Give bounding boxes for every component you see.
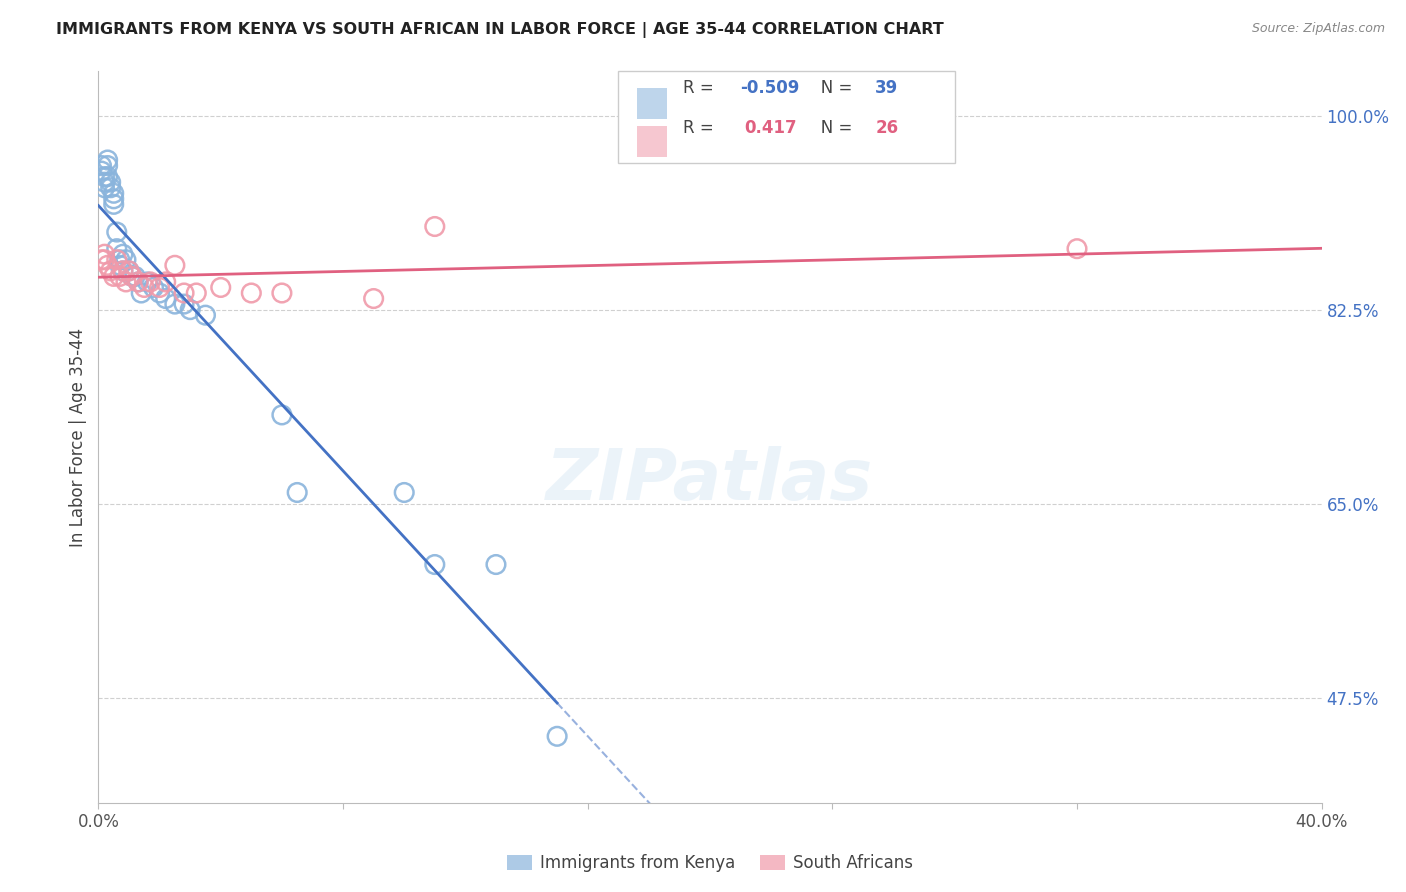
Text: ZIPatlas: ZIPatlas — [547, 447, 873, 516]
Point — [97, 258, 120, 272]
Point — [111, 264, 134, 278]
Bar — [637, 88, 668, 119]
Text: R =: R = — [683, 119, 724, 136]
Text: -0.509: -0.509 — [741, 79, 800, 97]
Point — [149, 280, 172, 294]
Text: N =: N = — [806, 79, 858, 97]
Point — [105, 252, 128, 267]
Point — [93, 180, 115, 194]
Point — [129, 285, 152, 300]
Point — [179, 302, 201, 317]
Point — [155, 275, 177, 289]
Point — [121, 269, 143, 284]
FancyBboxPatch shape — [619, 71, 955, 162]
Point — [546, 729, 568, 743]
Point — [163, 258, 186, 272]
Point — [90, 159, 112, 173]
Point — [240, 285, 263, 300]
Point — [93, 169, 115, 184]
Y-axis label: In Labor Force | Age 35-44: In Labor Force | Age 35-44 — [69, 327, 87, 547]
Point — [118, 264, 141, 278]
Text: 0.417: 0.417 — [744, 119, 797, 136]
Point — [285, 485, 308, 500]
Bar — [637, 126, 668, 157]
Point — [108, 252, 131, 267]
Text: 39: 39 — [875, 79, 898, 97]
Point — [100, 264, 122, 278]
Point — [1066, 242, 1088, 256]
Point — [149, 285, 172, 300]
Point — [173, 285, 195, 300]
Point — [127, 275, 149, 289]
Point — [163, 297, 186, 311]
Point — [115, 252, 138, 267]
Point — [209, 280, 232, 294]
Point — [270, 408, 292, 422]
Point — [105, 225, 128, 239]
Point — [127, 275, 149, 289]
Point — [100, 175, 122, 189]
Point — [105, 242, 128, 256]
Point — [423, 558, 446, 572]
Point — [103, 192, 125, 206]
Point — [93, 247, 115, 261]
Point — [97, 169, 120, 184]
Point — [363, 292, 385, 306]
Point — [423, 219, 446, 234]
Text: IMMIGRANTS FROM KENYA VS SOUTH AFRICAN IN LABOR FORCE | AGE 35-44 CORRELATION CH: IMMIGRANTS FROM KENYA VS SOUTH AFRICAN I… — [56, 22, 943, 38]
Point — [100, 180, 122, 194]
Point — [90, 164, 112, 178]
Point — [155, 292, 177, 306]
Point — [93, 175, 115, 189]
Point — [93, 252, 115, 267]
Point — [115, 275, 138, 289]
Legend: Immigrants from Kenya, South Africans: Immigrants from Kenya, South Africans — [501, 847, 920, 879]
Point — [118, 264, 141, 278]
Point — [121, 269, 143, 284]
Point — [270, 285, 292, 300]
Point — [111, 247, 134, 261]
Point — [139, 275, 162, 289]
Point — [194, 308, 217, 322]
Text: N =: N = — [806, 119, 858, 136]
Point — [90, 252, 112, 267]
Point — [485, 558, 508, 572]
Point — [392, 485, 416, 500]
Text: 26: 26 — [875, 119, 898, 136]
Point — [97, 159, 120, 173]
Point — [103, 269, 125, 284]
Point — [142, 280, 165, 294]
Point — [186, 285, 208, 300]
Point — [103, 197, 125, 211]
Point — [134, 280, 156, 294]
Text: Source: ZipAtlas.com: Source: ZipAtlas.com — [1251, 22, 1385, 36]
Point — [103, 186, 125, 201]
Text: R =: R = — [683, 79, 718, 97]
Point — [108, 258, 131, 272]
Point — [111, 264, 134, 278]
Point — [108, 269, 131, 284]
Point — [136, 275, 159, 289]
Point — [97, 153, 120, 167]
Point — [173, 297, 195, 311]
Point — [124, 269, 146, 284]
